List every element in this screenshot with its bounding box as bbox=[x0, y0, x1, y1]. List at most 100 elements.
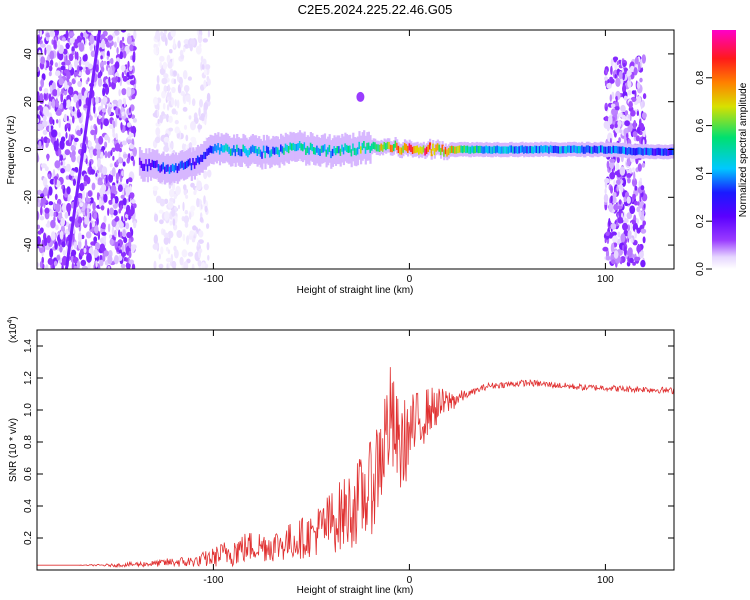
spectrogram-noise-cell bbox=[116, 47, 119, 55]
spectrogram-ridge-cell bbox=[228, 146, 231, 154]
spectrogram-noise-cell bbox=[603, 120, 610, 129]
spectrogram-ridge-cell bbox=[179, 161, 182, 169]
spectrogram-noise-cell bbox=[191, 263, 195, 269]
spectrogram-ridge-cell bbox=[170, 165, 173, 173]
spectrogram-noise-cell bbox=[609, 94, 612, 102]
spectrogram-noise-cell bbox=[201, 64, 205, 70]
spectrogram-noise-cell bbox=[79, 202, 84, 208]
spectrogram-noise-cell bbox=[203, 68, 207, 76]
spectrogram-noise-cell bbox=[642, 223, 645, 229]
spectrogram-noise-cell bbox=[131, 125, 137, 135]
spectrogram-noise-cell bbox=[641, 54, 646, 64]
spectrogram-noise-cell bbox=[48, 186, 53, 196]
spectrogram-noise-cell bbox=[39, 261, 43, 269]
spectrogram-ridge-cell bbox=[604, 146, 607, 154]
spectrogram-noise-cell bbox=[130, 155, 135, 161]
spectrogram-ridge-cell bbox=[388, 141, 391, 150]
y-tick-label: 0.4 bbox=[23, 499, 34, 513]
spectrogram-noise-cell bbox=[128, 65, 133, 72]
spectrogram-noise-cell bbox=[127, 177, 133, 183]
spectrogram-noise-cell bbox=[75, 167, 79, 173]
spectrogram-noise-cell bbox=[46, 235, 51, 244]
x-tick-label: 0 bbox=[407, 274, 413, 285]
spectrogram-noise-cell bbox=[97, 157, 101, 167]
spectrogram-ridge-cell bbox=[584, 146, 587, 154]
colorbar: 0.0 0.2 0.4 0.6 0.8 Normalized spectral ampl… bbox=[695, 30, 749, 276]
spectrogram-ridge-cell bbox=[603, 146, 606, 154]
spectrogram-noise-cell bbox=[626, 212, 633, 220]
spectrogram-noise-cell bbox=[182, 106, 188, 112]
spectrogram-noise-cell bbox=[187, 251, 194, 257]
spectrogram-noise-cell bbox=[65, 30, 69, 40]
spectrogram-noise-cell bbox=[82, 189, 86, 200]
spectrogram-noise-cell bbox=[74, 59, 79, 68]
spectrogram-ridge-cell bbox=[549, 145, 552, 153]
spectrogram-noise-cell bbox=[49, 84, 53, 94]
spectrogram-ridge-cell bbox=[378, 144, 381, 152]
spectrogram-ridge-cell bbox=[447, 147, 450, 156]
spectrogram-ridge-cell bbox=[261, 151, 264, 159]
spectrogram-noise-cell bbox=[109, 238, 114, 246]
spectrogram-noise-cell bbox=[72, 178, 76, 186]
colorbar-tick-label: 0.4 bbox=[695, 166, 706, 180]
spectrogram-ridge-cell bbox=[598, 146, 601, 154]
spectrogram-ridge-cell bbox=[184, 161, 187, 169]
spectrogram-ridge-cell bbox=[284, 143, 287, 151]
spectrogram-noise-cell bbox=[43, 94, 47, 100]
spectrogram-noise-cell bbox=[153, 96, 158, 106]
spectrogram-noise-cell bbox=[604, 238, 607, 244]
spectrogram-noise-cell bbox=[636, 206, 640, 213]
spectrogram-noise-cell bbox=[612, 192, 617, 198]
spectrogram-noise-cell bbox=[71, 262, 75, 269]
spectrogram-noise-cell bbox=[97, 72, 102, 79]
spectrogram-ridge-cell bbox=[211, 146, 214, 154]
spectrogram-noise-cell bbox=[40, 43, 46, 48]
spectrogram-noise-cell bbox=[616, 61, 620, 66]
spectrogram-noise-cell bbox=[162, 229, 166, 236]
spectrogram-ridge-cell bbox=[519, 145, 523, 153]
spectrogram-noise-cell bbox=[165, 257, 172, 263]
spectrogram-noise-cell bbox=[125, 187, 131, 196]
spectrogram-noise-cell bbox=[92, 148, 98, 156]
spectrogram-noise-cell bbox=[61, 37, 66, 42]
spectrogram-ridge-cell bbox=[436, 143, 439, 151]
spectrogram-noise-cell bbox=[86, 252, 92, 263]
spectrogram-noise-cell bbox=[120, 30, 127, 33]
spectrogram-noise-cell bbox=[110, 184, 117, 194]
spectrogram-panel: -100 0 100 -40 -20 0 20 40 Height of straight … bbox=[6, 29, 675, 296]
spectrogram-noise-cell bbox=[107, 223, 111, 233]
spectrogram-noise-cell bbox=[190, 205, 196, 212]
spectrogram-noise-cell bbox=[617, 120, 622, 128]
spectrogram-noise-cell bbox=[156, 83, 160, 92]
spectrogram-ridge-cell bbox=[567, 145, 570, 153]
spectrogram-ridge-cell bbox=[204, 151, 207, 160]
spectrogram-noise-cell bbox=[188, 115, 192, 120]
spectrogram-noise-cell bbox=[623, 246, 627, 256]
spectrogram-noise-cell bbox=[185, 94, 191, 103]
spectrogram-ridge-cell bbox=[524, 145, 527, 153]
spectrogram-noise-cell bbox=[40, 78, 44, 88]
spectrogram-noise-cell bbox=[94, 112, 98, 118]
spectrogram-ridge-cell bbox=[509, 145, 512, 153]
spectrogram-noise-cell bbox=[118, 89, 121, 97]
spectrogram-noise-cell bbox=[169, 49, 173, 54]
spectrogram-ridge-cell bbox=[336, 146, 339, 154]
spectrogram-noise-cell bbox=[61, 184, 64, 190]
spectrogram-ridge-cell bbox=[427, 144, 430, 152]
spectrogram-noise-cell bbox=[203, 109, 207, 115]
spectrogram-noise-cell bbox=[174, 99, 177, 107]
x-tick-label: -100 bbox=[203, 274, 223, 285]
spectrogram-noise-cell bbox=[98, 198, 102, 208]
spectrogram-noise-cell bbox=[628, 250, 632, 259]
spectrogram-ridge-cell bbox=[476, 145, 479, 153]
snr-y-ticks: 0.2 0.4 0.6 0.8 1.0 1.2 1.4 bbox=[23, 339, 674, 545]
spectrogram-noise-cell bbox=[82, 66, 86, 73]
spectrogram-noise-cell bbox=[37, 236, 41, 245]
spectrogram-ridge-cell bbox=[457, 145, 460, 154]
spectrogram-noise-cell bbox=[197, 260, 202, 267]
spectrogram-ridge-cell bbox=[421, 147, 424, 155]
spectrogram-ridge-cell bbox=[258, 146, 261, 155]
spectrogram-ridge-cell bbox=[593, 145, 596, 153]
spectrogram-noise-cell bbox=[89, 44, 93, 52]
spectrogram-noise-cell bbox=[122, 229, 126, 238]
